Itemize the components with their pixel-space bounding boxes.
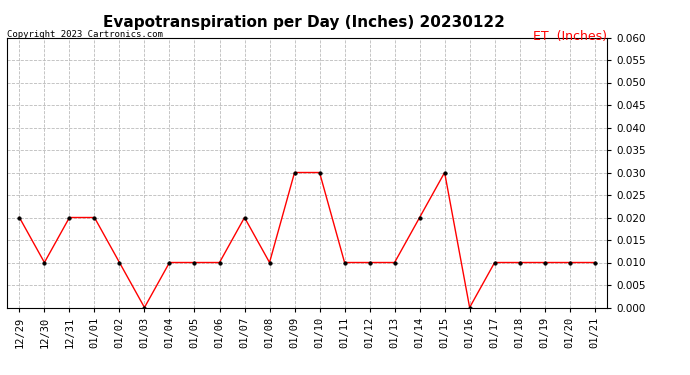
Text: Copyright 2023 Cartronics.com: Copyright 2023 Cartronics.com	[7, 30, 163, 39]
Text: Evapotranspiration per Day (Inches) 20230122: Evapotranspiration per Day (Inches) 2023…	[103, 15, 504, 30]
Text: ET  (Inches): ET (Inches)	[533, 30, 607, 43]
